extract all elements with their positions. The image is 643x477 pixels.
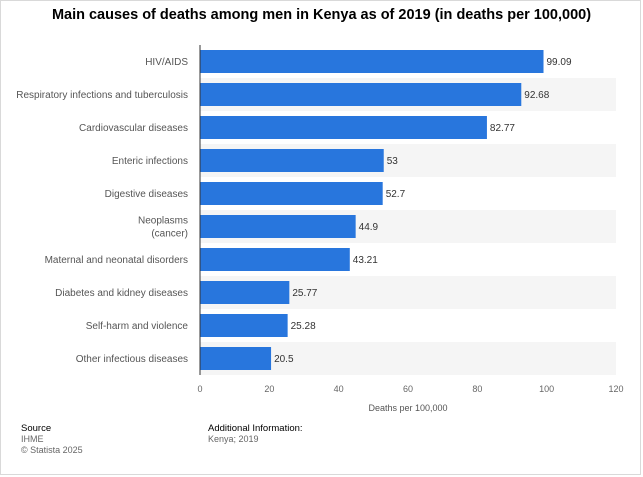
copyright: © Statista 2025	[21, 445, 83, 455]
x-tick-label: 20	[264, 384, 274, 394]
category-label-line: Cardiovascular diseases	[79, 123, 188, 134]
bar	[200, 281, 290, 304]
category-label-line: Respiratory infections and tuberculosis	[16, 90, 188, 101]
source-name: IHME	[21, 434, 44, 444]
category-label: Self-harm and violence	[86, 321, 189, 332]
value-label: 25.28	[291, 321, 316, 332]
category-label: Neoplasms (cancer)	[138, 216, 188, 240]
x-tick-label: 100	[539, 384, 554, 394]
bar	[200, 182, 383, 205]
category-label: HIV/AIDS	[145, 57, 188, 68]
bar	[200, 83, 522, 106]
category-label-line: Digestive diseases	[105, 189, 188, 200]
category-label-line: Diabetes and kidney diseases	[55, 288, 188, 299]
additional-info-heading: Additional Information:	[208, 423, 303, 434]
bar	[200, 50, 544, 73]
value-label: 44.9	[359, 222, 379, 233]
category-label-line: Self-harm and violence	[86, 321, 189, 332]
category-label-line: (cancer)	[151, 229, 188, 240]
additional-info-text: Kenya; 2019	[208, 434, 259, 444]
category-label: Respiratory infections and tuberculosis	[16, 90, 188, 101]
x-tick-label: 120	[608, 384, 623, 394]
source-heading: Source	[21, 423, 52, 434]
value-label: 52.7	[386, 189, 406, 200]
bar	[200, 116, 487, 139]
value-label: 99.09	[547, 57, 572, 68]
category-label: Other infectious diseases	[76, 354, 188, 365]
x-tick-label: 80	[472, 384, 482, 394]
bar	[200, 314, 288, 337]
x-axis-title: Deaths per 100,000	[368, 403, 447, 413]
category-label: Diabetes and kidney diseases	[55, 288, 188, 299]
category-label-line: Neoplasms	[138, 216, 188, 227]
category-label: Cardiovascular diseases	[79, 123, 188, 134]
category-label-line: Enteric infections	[112, 156, 188, 167]
category-label: Maternal and neonatal disorders	[45, 255, 188, 266]
bar-chart: 99.09 HIV/AIDS 92.68 Respiratory infections…	[16, 45, 624, 413]
category-label-line: Maternal and neonatal disorders	[45, 255, 188, 266]
value-label: 82.77	[490, 123, 515, 134]
bar	[200, 347, 272, 370]
x-tick-label: 40	[334, 384, 344, 394]
x-tick-label: 0	[197, 384, 202, 394]
chart-title: Main causes of deaths among men in Kenya…	[51, 7, 592, 23]
bar	[200, 149, 384, 172]
category-label: Enteric infections	[112, 156, 188, 167]
value-label: 20.5	[274, 354, 294, 365]
category-label-line: HIV/AIDS	[145, 57, 188, 68]
category-label: Digestive diseases	[105, 189, 188, 200]
bar	[200, 248, 350, 271]
value-label: 92.68	[524, 90, 549, 101]
bar	[200, 215, 356, 238]
x-tick-label: 60	[403, 384, 413, 394]
source-block: Source IHME © Statista 2025	[21, 423, 83, 456]
value-label: 43.21	[353, 255, 378, 266]
additional-info-block: Additional Information: Kenya; 2019	[208, 423, 303, 445]
category-label-line: Other infectious diseases	[76, 354, 188, 365]
value-label: 53	[387, 156, 399, 167]
value-label: 25.77	[292, 288, 317, 299]
